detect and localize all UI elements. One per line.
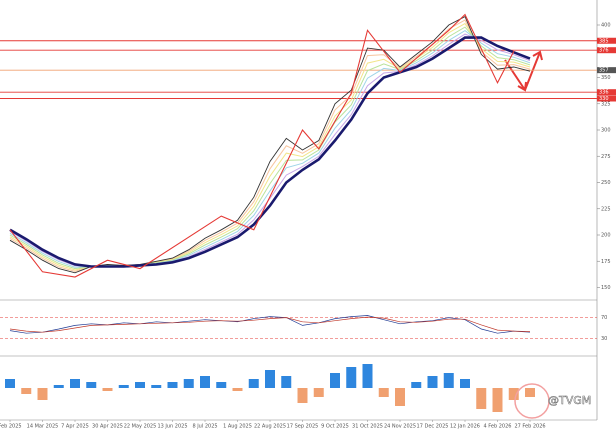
y-tick-label: 30 <box>601 336 607 342</box>
level-label: 376 <box>599 48 609 54</box>
level-label: 336 <box>599 90 609 96</box>
histogram-bar <box>508 388 519 400</box>
x-tick-label: 22 May 2025 <box>124 424 157 430</box>
y-tick-label: 325 <box>601 101 611 107</box>
histogram-bar <box>443 373 454 388</box>
arrow <box>524 50 543 91</box>
y-tick-label: 225 <box>601 206 611 212</box>
level-label: 357 <box>599 68 609 74</box>
histogram-bar <box>265 370 275 388</box>
x-tick-label: 17 Dec 2025 <box>417 424 449 430</box>
x-tick-label: 1 Aug 2025 <box>223 424 252 430</box>
histogram-bar <box>460 379 470 388</box>
y-tick-label: 175 <box>601 259 611 265</box>
histogram-bar <box>411 382 422 388</box>
y-tick-label: 350 <box>601 75 611 81</box>
x-tick-label: Feb 2025 <box>0 424 22 430</box>
histogram-bar <box>297 388 308 403</box>
watermark-ring <box>514 383 550 419</box>
histogram-bar <box>395 388 405 406</box>
x-tick-label: 31 Oct 2025 <box>352 424 383 430</box>
x-tick-label: 17 Sep 2025 <box>287 424 319 430</box>
histogram-bar <box>378 388 389 397</box>
histogram-bar <box>492 388 503 412</box>
x-tick-label: 7 Apr 2025 <box>61 424 89 430</box>
histogram-bar <box>346 367 357 388</box>
x-tick-label: 8 Jul 2025 <box>192 424 217 430</box>
histogram-bar <box>86 382 97 388</box>
level-tag <box>597 67 616 74</box>
histogram-bar <box>183 379 194 388</box>
annotation-arrows <box>504 50 543 92</box>
x-tick-label: 27 Feb 2026 <box>514 424 545 430</box>
histogram-bar <box>135 382 145 388</box>
histogram-bar <box>232 388 243 391</box>
x-tick-label: 12 Jan 2026 <box>450 424 480 430</box>
x-tick-label: 24 Nov 2025 <box>384 424 416 430</box>
y-tick-label: 150 <box>601 285 611 291</box>
histogram-bar <box>313 388 324 397</box>
x-tick-label: 4 Feb 2026 <box>484 424 512 430</box>
level-tag <box>597 37 616 44</box>
zigzag <box>9 13 515 278</box>
histogram-bar <box>525 388 535 397</box>
level-tag <box>597 95 616 102</box>
y-tick-label: 200 <box>601 233 611 239</box>
histogram-bar <box>200 376 210 388</box>
histogram-bar <box>70 379 80 388</box>
histogram-bar <box>5 379 15 388</box>
watermark: @TVGM <box>548 394 591 407</box>
histogram-bar <box>118 385 129 388</box>
level-label: 330 <box>599 96 609 102</box>
histogram-bar <box>21 388 32 394</box>
histogram-bar <box>53 385 64 388</box>
y-tick-label: 70 <box>601 315 607 321</box>
histogram-bar <box>37 388 48 400</box>
x-tick-label: 13 Jun 2025 <box>157 424 187 430</box>
x-tick-label: 14 Mar 2025 <box>27 424 59 430</box>
histogram-bar <box>102 388 113 391</box>
histogram-bar <box>248 379 259 388</box>
level-tag <box>597 89 616 96</box>
histogram-bar <box>427 376 438 388</box>
y-tick-label: 275 <box>601 154 611 160</box>
level-label: 385 <box>599 38 609 44</box>
moving-average <box>9 36 531 268</box>
histogram-bar <box>330 373 340 388</box>
oscillator-line <box>9 316 531 333</box>
x-tick-label: 9 Oct 2025 <box>321 424 349 430</box>
histogram-bar <box>362 364 373 388</box>
y-tick-label: 300 <box>601 128 611 134</box>
histogram-bar <box>476 388 487 409</box>
x-tick-label: 30 Apr 2025 <box>92 424 123 430</box>
histogram-bar <box>167 382 178 388</box>
y-tick-label: 250 <box>601 180 611 186</box>
histogram-bar <box>281 376 292 388</box>
level-tag <box>597 47 616 54</box>
x-tick-label: 22 Aug 2025 <box>254 424 286 430</box>
histogram-bar <box>151 385 162 388</box>
y-tick-label: 400 <box>601 23 611 29</box>
histogram-bar <box>216 382 227 388</box>
oscillator-line <box>9 315 531 334</box>
